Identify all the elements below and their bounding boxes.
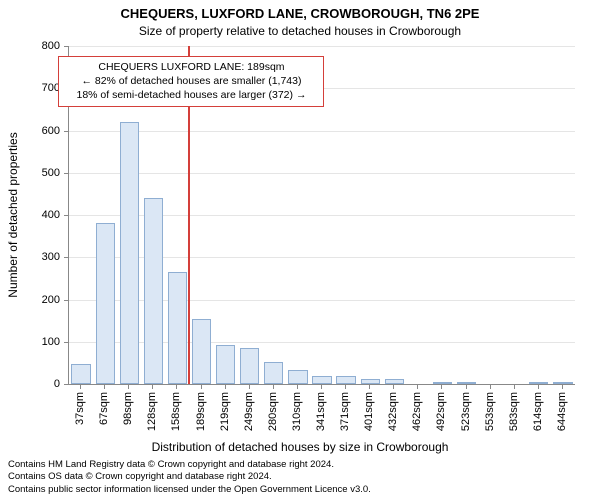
x-tick-mark: [393, 385, 394, 389]
x-tick-mark: [80, 385, 81, 389]
histogram-bar: [120, 122, 139, 384]
y-tick-label: 800: [8, 40, 60, 52]
x-tick-label: 371sqm: [339, 392, 351, 431]
histogram-bar: [192, 319, 211, 384]
chart-subtitle: Size of property relative to detached ho…: [0, 24, 600, 38]
y-tick-mark: [64, 257, 68, 258]
y-tick-mark: [64, 173, 68, 174]
y-tick-label: 500: [8, 167, 60, 179]
x-tick-label: 158sqm: [170, 392, 182, 431]
x-tick-mark: [128, 385, 129, 389]
x-tick-mark: [345, 385, 346, 389]
x-tick-label: 341sqm: [315, 392, 327, 431]
x-tick-label: 189sqm: [195, 392, 207, 431]
y-tick-label: 300: [8, 251, 60, 263]
y-tick-label: 200: [8, 294, 60, 306]
x-tick-label: 128sqm: [146, 392, 158, 431]
x-tick-mark: [417, 385, 418, 389]
footer-line-1: Contains HM Land Registry data © Crown c…: [8, 459, 592, 471]
histogram-bar: [216, 345, 235, 384]
histogram-bar: [553, 382, 572, 384]
x-tick-label: 644sqm: [556, 392, 568, 431]
histogram-bar: [361, 379, 380, 384]
gridline: [69, 46, 575, 47]
x-tick-mark: [201, 385, 202, 389]
x-tick-mark: [152, 385, 153, 389]
histogram-bar: [96, 223, 115, 384]
y-tick-mark: [64, 46, 68, 47]
x-tick-label: 462sqm: [411, 392, 423, 431]
x-tick-label: 432sqm: [387, 392, 399, 431]
x-tick-mark: [321, 385, 322, 389]
footer-line-2: Contains OS data © Crown copyright and d…: [8, 471, 592, 483]
histogram-bar: [529, 382, 548, 384]
gridline: [69, 173, 575, 174]
x-tick-mark: [441, 385, 442, 389]
x-tick-mark: [466, 385, 467, 389]
x-tick-mark: [176, 385, 177, 389]
annotation-box: CHEQUERS LUXFORD LANE: 189sqm ← 82% of d…: [58, 56, 324, 107]
histogram-bar: [385, 379, 404, 384]
x-tick-label: 614sqm: [532, 392, 544, 431]
footer-attribution: Contains HM Land Registry data © Crown c…: [8, 459, 592, 496]
histogram-bar: [144, 198, 163, 384]
y-tick-mark: [64, 300, 68, 301]
y-tick-label: 400: [8, 209, 60, 221]
x-tick-label: 583sqm: [508, 392, 520, 431]
y-tick-label: 100: [8, 336, 60, 348]
footer-line-3: Contains public sector information licen…: [8, 484, 592, 496]
annotation-line-1: CHEQUERS LUXFORD LANE: 189sqm: [65, 60, 317, 74]
x-tick-mark: [562, 385, 563, 389]
y-tick-mark: [64, 384, 68, 385]
x-tick-label: 98sqm: [122, 392, 134, 425]
histogram-bar: [312, 376, 331, 384]
histogram-bar: [457, 382, 476, 384]
y-tick-mark: [64, 131, 68, 132]
histogram-bar: [433, 382, 452, 384]
x-tick-label: 310sqm: [291, 392, 303, 431]
x-tick-label: 67sqm: [98, 392, 110, 425]
x-tick-label: 523sqm: [460, 392, 472, 431]
y-tick-label: 600: [8, 125, 60, 137]
histogram-bar: [288, 370, 307, 384]
x-tick-mark: [273, 385, 274, 389]
histogram-bar: [264, 362, 283, 384]
x-tick-mark: [514, 385, 515, 389]
histogram-bar: [71, 364, 90, 384]
x-tick-mark: [297, 385, 298, 389]
x-tick-label: 280sqm: [267, 392, 279, 431]
x-axis-label: Distribution of detached houses by size …: [0, 440, 600, 454]
gridline: [69, 131, 575, 132]
annotation-line-2: ← 82% of detached houses are smaller (1,…: [65, 74, 317, 88]
x-tick-label: 492sqm: [435, 392, 447, 431]
x-tick-mark: [104, 385, 105, 389]
chart-title: CHEQUERS, LUXFORD LANE, CROWBOROUGH, TN6…: [0, 6, 600, 21]
x-tick-mark: [225, 385, 226, 389]
x-tick-label: 249sqm: [243, 392, 255, 431]
y-tick-mark: [64, 215, 68, 216]
x-tick-mark: [538, 385, 539, 389]
x-tick-mark: [249, 385, 250, 389]
annotation-line-3: 18% of semi-detached houses are larger (…: [65, 88, 317, 102]
x-tick-mark: [369, 385, 370, 389]
histogram-bar: [336, 376, 355, 384]
chart-container: CHEQUERS, LUXFORD LANE, CROWBOROUGH, TN6…: [0, 0, 600, 500]
x-tick-mark: [490, 385, 491, 389]
x-tick-label: 219sqm: [219, 392, 231, 431]
y-tick-mark: [64, 342, 68, 343]
histogram-bar: [168, 272, 187, 384]
histogram-bar: [240, 348, 259, 384]
x-tick-label: 553sqm: [484, 392, 496, 431]
y-tick-label: 700: [8, 82, 60, 94]
x-tick-label: 401sqm: [363, 392, 375, 431]
x-tick-label: 37sqm: [74, 392, 86, 425]
y-tick-label: 0: [8, 378, 60, 390]
